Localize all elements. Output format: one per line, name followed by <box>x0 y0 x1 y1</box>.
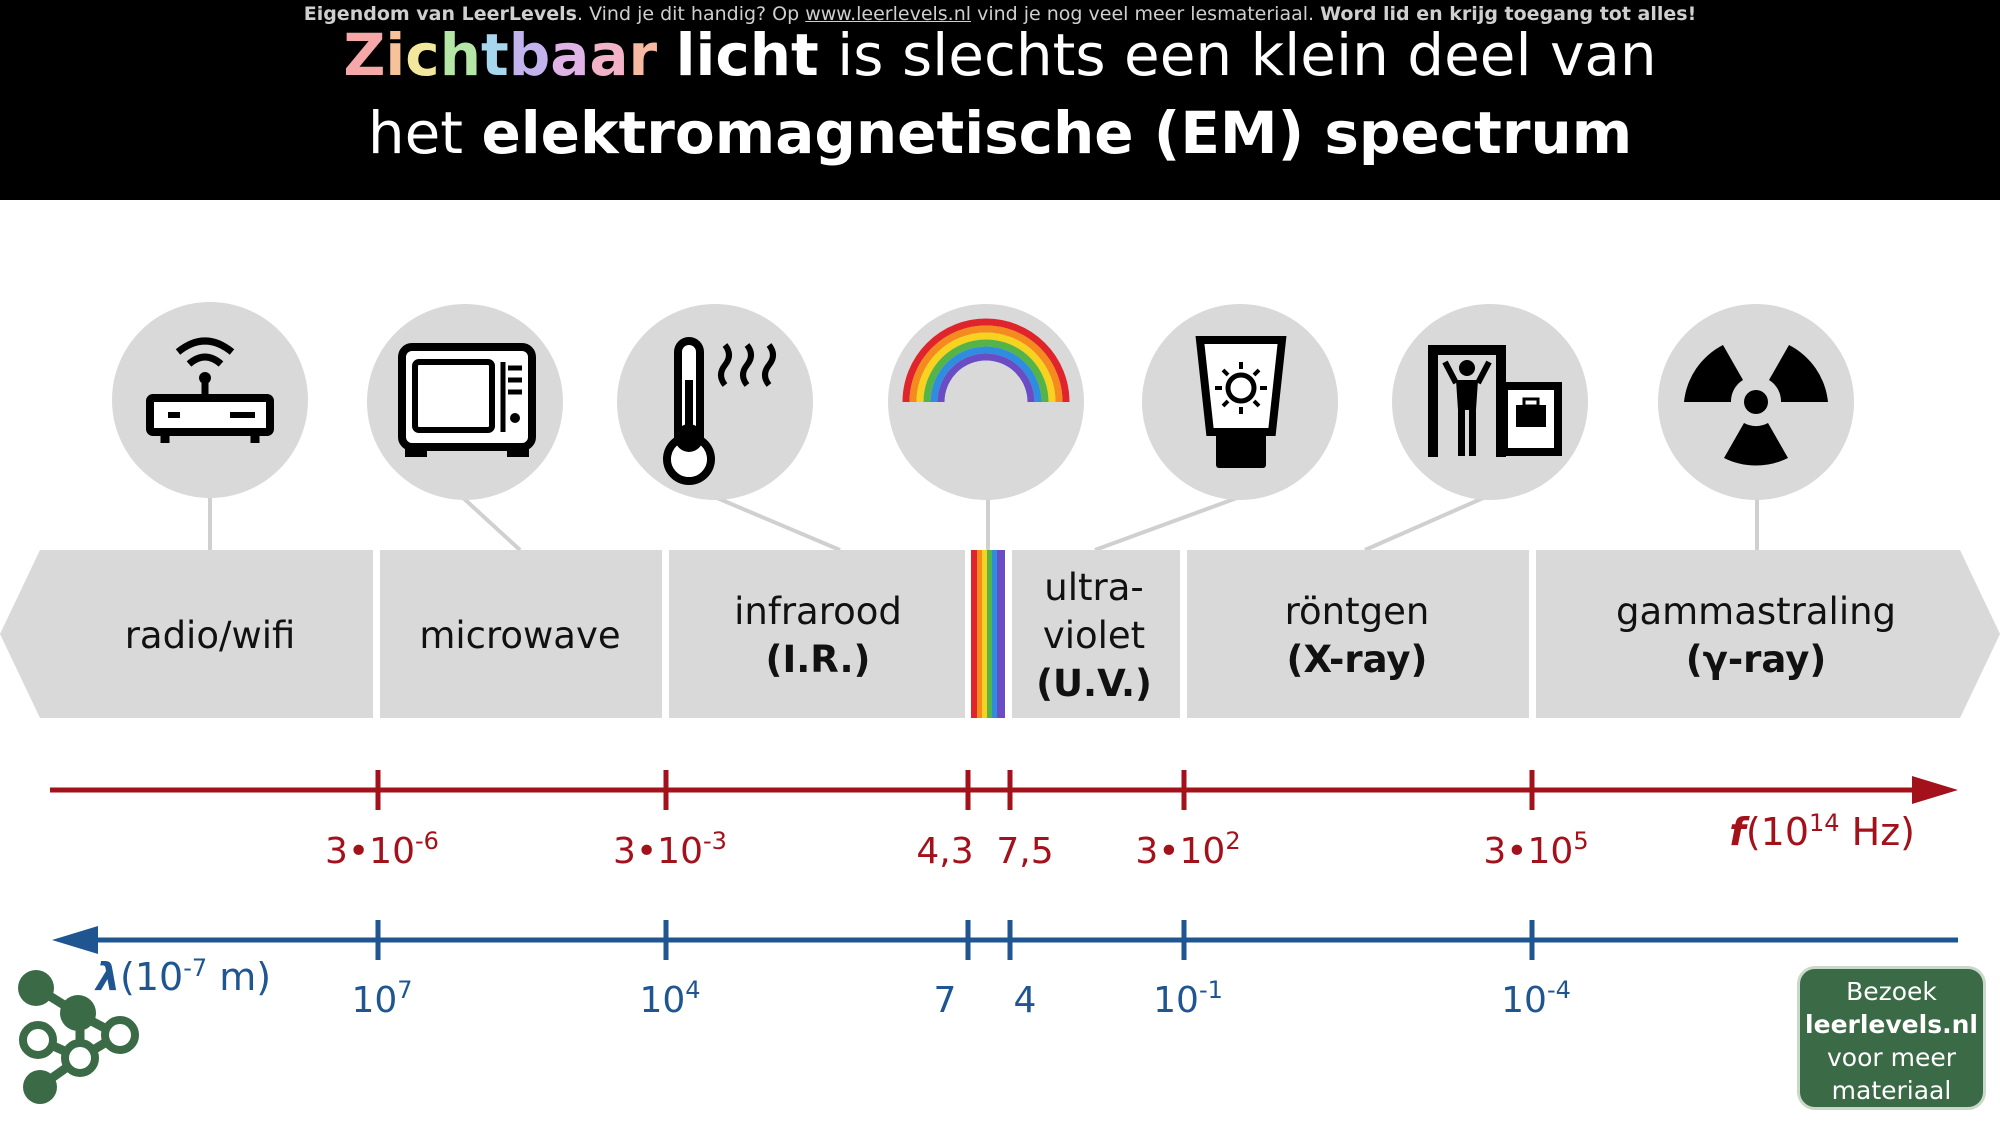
visit-website-badge[interactable]: Bezoek leerlevels.nl voor meer materiaal <box>1797 966 1986 1110</box>
title-rainbow-letter: i <box>385 21 406 89</box>
frequency-arrowhead <box>1912 776 1958 804</box>
page-title-line-1: Zichtbaar licht is slechts een klein dee… <box>343 21 1657 89</box>
wifi-router-icon <box>146 337 274 443</box>
title-rainbow-word: Zichtbaar <box>343 21 657 89</box>
title-rainbow-letter: a <box>589 21 629 89</box>
band-gamma <box>1536 550 2000 718</box>
title-rainbow-letter: t <box>480 21 509 89</box>
band-label-xray: röntgen <box>1285 590 1430 633</box>
wavelength-axis: 107 104 7 4 10-1 10-4 λ(10-7 m) <box>52 920 1958 1021</box>
band-label-microwave: microwave <box>419 614 620 657</box>
wavelength_axis-tick-label: 10-1 <box>1153 976 1223 1021</box>
wavelength_axis-tick-label: 107 <box>351 976 412 1021</box>
icon-connectors <box>208 493 1759 552</box>
wavelength_axis-tick-label: 4 <box>1014 980 1037 1021</box>
wavelength-arrowhead <box>52 926 98 954</box>
band-sub-gamma: (γ-ray) <box>1686 638 1827 681</box>
wavelength_axis-tick-label: 7 <box>934 980 957 1021</box>
microwave-icon <box>398 343 536 457</box>
band-label-ultraviolet-2: violet <box>1043 614 1145 657</box>
spectrum-bands <box>0 550 2000 718</box>
website-link[interactable]: www.leerlevels.nl <box>805 3 972 25</box>
frequency-axis-label: f(1014 Hz) <box>1729 809 1915 854</box>
band-label-infrared: infrarood <box>734 590 902 633</box>
sunscreen-icon <box>1195 336 1287 468</box>
icon-circle-infrared <box>617 304 813 500</box>
frequency_axis-tick-label: 3•10-3 <box>613 827 727 872</box>
xray-scanner-icon <box>1428 345 1562 457</box>
frequency_axis-tick-label: 3•102 <box>1135 827 1240 872</box>
band-sub-ultraviolet: (U.V.) <box>1036 662 1152 705</box>
frequency-axis: 3•10-6 3•10-3 4,3 7,5 3•102 3•105 f(1014 Hz) <box>50 770 1958 872</box>
title-rainbow-letter: c <box>405 21 440 89</box>
title-rainbow-letter: b <box>508 21 551 89</box>
band-sub-xray: (X-ray) <box>1287 638 1428 681</box>
title-rainbow-letter: h <box>439 21 481 89</box>
rainbow-icon <box>902 318 1070 403</box>
page-title-line-2: het elektromagnetische (EM) spectrum <box>367 99 1633 167</box>
frequency_axis-tick-label: 4,3 <box>916 831 973 872</box>
band-label-ultraviolet-1: ultra- <box>1044 566 1143 609</box>
frequency_axis-tick-label: 3•10-6 <box>325 827 439 872</box>
band-label-gamma: gammastraling <box>1616 590 1896 633</box>
band-microwave <box>380 550 662 718</box>
header-bar: Eigendom van LeerLevels. Vind je dit han… <box>0 0 2000 200</box>
frequency_axis-tick-label: 3•105 <box>1483 827 1588 872</box>
thermometer-heat-icon <box>663 337 776 486</box>
band-sub-infrared: (I.R.) <box>766 638 871 681</box>
wavelength_axis-tick-label: 10-4 <box>1501 976 1571 1021</box>
wavelength-axis-label: λ(10-7 m) <box>94 954 271 999</box>
band-ultraviolet <box>1012 550 1180 718</box>
band-label-radio: radio/wifi <box>125 614 296 657</box>
band-radio-wifi <box>0 550 373 718</box>
band-infrared <box>669 550 965 718</box>
band-xray <box>1187 550 1529 718</box>
ownership-notice: Eigendom van LeerLevels. Vind je dit han… <box>303 3 1697 25</box>
title-rainbow-letter: a <box>550 21 590 89</box>
band-visible <box>971 550 1005 718</box>
frequency_axis-tick-label: 7,5 <box>996 831 1053 872</box>
radiation-icon <box>1684 345 1828 466</box>
leerlevels-logo <box>18 970 139 1104</box>
wavelength_axis-tick-label: 104 <box>639 976 700 1021</box>
title-rainbow-letter: r <box>628 21 658 89</box>
title-rainbow-letter: Z <box>343 21 386 89</box>
